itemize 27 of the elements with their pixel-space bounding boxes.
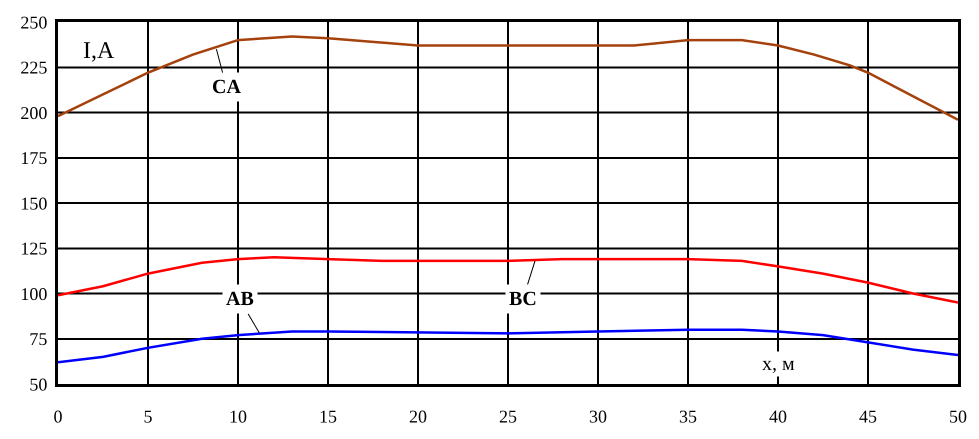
annotation: CA [212,76,242,98]
x-axis-title: x, м [762,353,795,375]
line-series [58,35,958,121]
y-tick-label: 200 [20,102,48,123]
y-tick-label: 175 [20,148,48,168]
y-tick-label: 225 [20,58,48,78]
x-tick-label: 10 [229,406,247,427]
x-tick-label: 50 [949,406,967,427]
x-tick-label: 40 [769,406,787,427]
y-tick-label: 150 [20,193,48,214]
annotation: AB [226,288,254,310]
x-tick-label: 30 [589,406,607,427]
y-tick-label: 125 [20,238,48,259]
line-series [58,256,958,304]
x-tick-label: 15 [319,406,337,427]
x-tick-label: 5 [144,406,152,427]
x-tick-label: 20 [409,406,427,427]
y-axis-title: I,A [83,38,115,64]
x-tick-label: 45 [859,406,877,427]
x-tick-label: 0 [54,406,62,427]
y-tick-label: 50 [29,374,48,394]
y-tick-label: 75 [29,329,48,350]
x-tick-label: 35 [679,406,697,427]
y-tick-label: 250 [20,12,48,32]
x-tick-label: 25 [499,406,517,427]
annotation: BC [509,288,537,310]
y-tick-label: 100 [20,284,48,304]
